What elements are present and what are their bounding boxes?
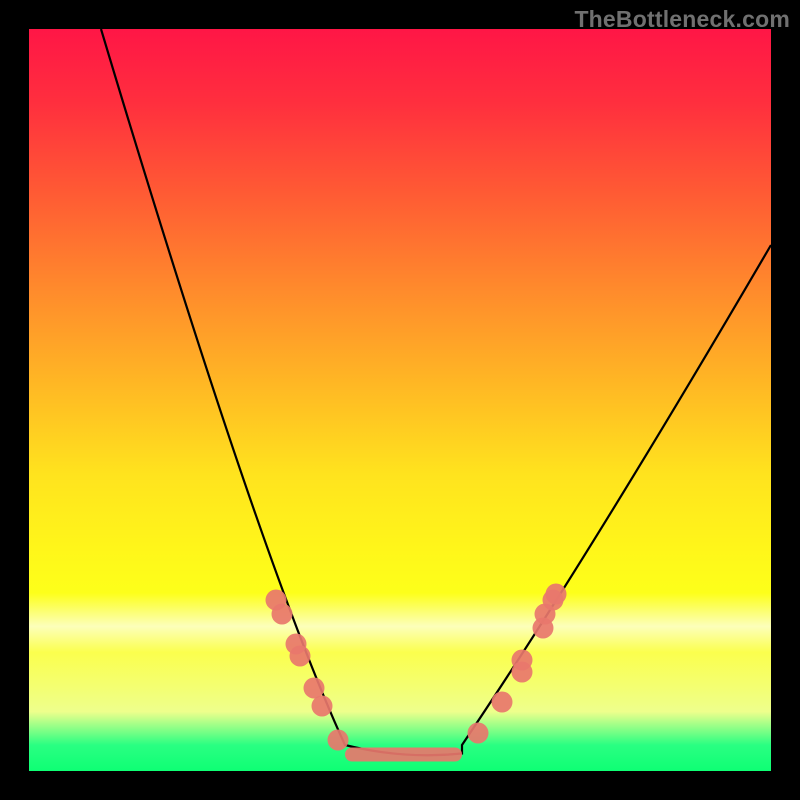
gradient-background xyxy=(29,29,771,771)
chart-root: TheBottleneck.com xyxy=(0,0,800,800)
marker-dot xyxy=(328,730,349,751)
marker-dot xyxy=(546,584,567,605)
marker-dot xyxy=(304,678,325,699)
marker-dot xyxy=(312,696,333,717)
marker-dot xyxy=(512,650,533,671)
marker-flat-bar xyxy=(345,748,462,762)
chart-svg xyxy=(0,0,800,800)
marker-dot xyxy=(272,604,293,625)
plot-area xyxy=(29,29,771,771)
marker-dot xyxy=(290,646,311,667)
marker-dot xyxy=(492,692,513,713)
marker-dot xyxy=(468,723,489,744)
